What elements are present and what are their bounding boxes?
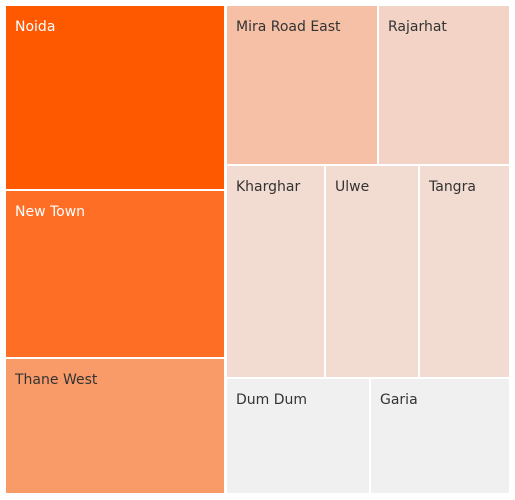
tile-new-town[interactable]: New Town <box>5 190 225 358</box>
tile-label-thane-west: Thane West <box>15 372 98 388</box>
tile-mira-road-east[interactable]: Mira Road East <box>226 5 378 165</box>
tile-label-kharghar: Kharghar <box>236 179 301 195</box>
tile-ulwe[interactable]: Ulwe <box>325 165 419 378</box>
tile-label-tangra: Tangra <box>429 179 476 195</box>
tile-label-new-town: New Town <box>15 204 86 220</box>
tile-label-mira-road-east: Mira Road East <box>236 19 341 35</box>
tile-label-garia: Garia <box>380 392 418 408</box>
tile-garia[interactable]: Garia <box>370 378 510 494</box>
tile-label-dum-dum: Dum Dum <box>236 392 308 408</box>
tile-dum-dum[interactable]: Dum Dum <box>226 378 370 494</box>
tile-label-ulwe: Ulwe <box>335 179 370 195</box>
tile-tangra[interactable]: Tangra <box>419 165 510 378</box>
tile-label-rajarhat: Rajarhat <box>388 19 447 35</box>
tile-rajarhat[interactable]: Rajarhat <box>378 5 510 165</box>
tile-noida[interactable]: Noida <box>5 5 225 190</box>
tile-thane-west[interactable]: Thane West <box>5 358 225 494</box>
tile-label-noida: Noida <box>15 19 56 35</box>
tile-kharghar[interactable]: Kharghar <box>226 165 325 378</box>
